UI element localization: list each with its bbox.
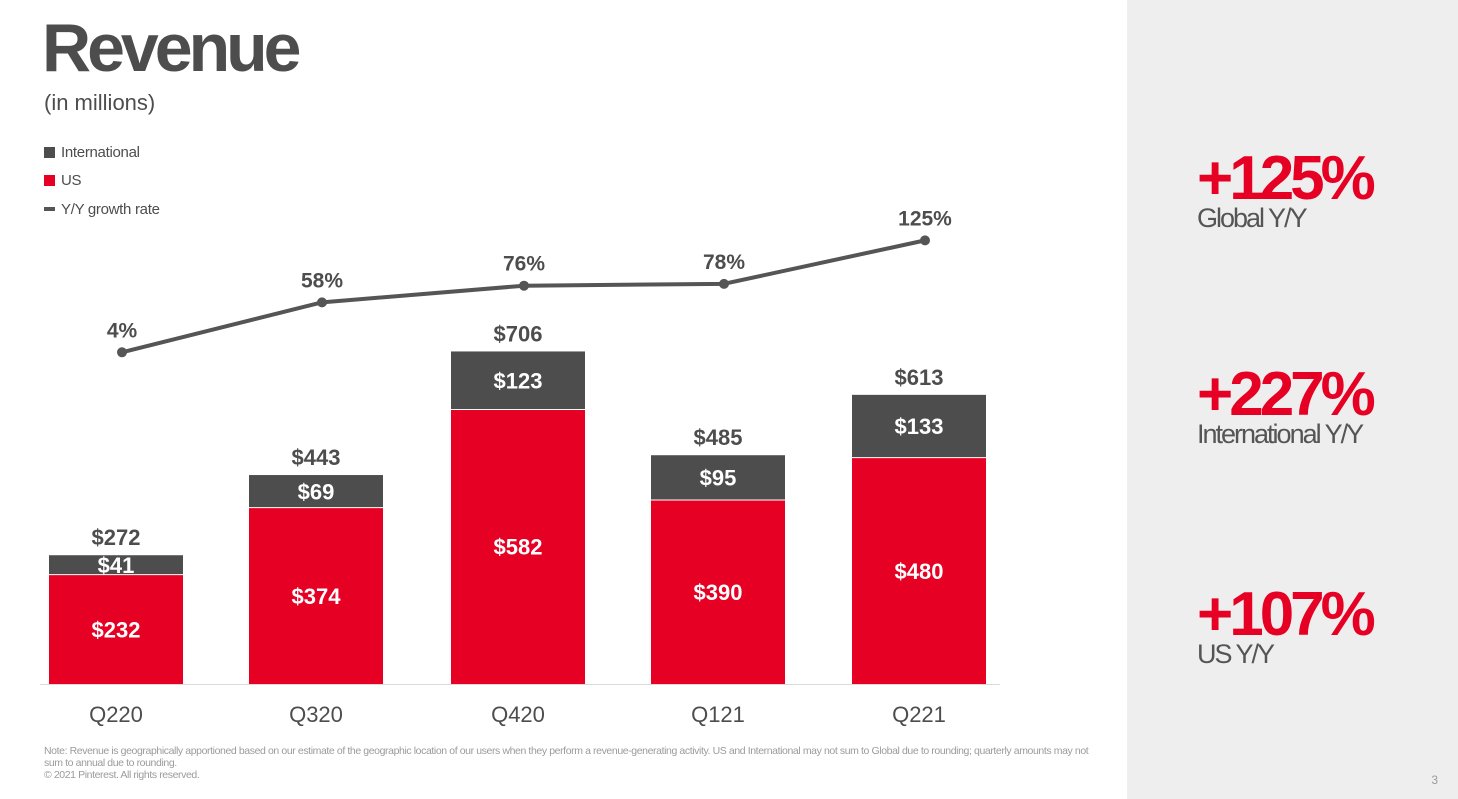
bar-international-Q221: [852, 394, 986, 458]
data-label-international-Q420: $123: [494, 368, 543, 393]
legend-label-international: International: [61, 143, 140, 161]
data-label-total-Q220: $272: [92, 525, 141, 550]
bar-us-Q320: [249, 507, 383, 684]
growth-label-Q221: 125%: [898, 207, 952, 230]
stat-us-label: US Y/Y: [1197, 639, 1275, 669]
stat-international-value: +227%: [1197, 360, 1376, 429]
stats-panel: +125% Global Y/Y +227% International Y/Y…: [1127, 0, 1458, 799]
bar-us-Q220: [49, 574, 183, 684]
growth-point-Q221: [920, 235, 930, 246]
data-label-international-Q220: $41: [98, 553, 135, 578]
stat-us-value: +107%: [1197, 580, 1376, 649]
x-tick-label-Q221: Q221: [892, 702, 946, 727]
data-label-total-Q121: $485: [694, 425, 743, 450]
growth-label-Q121: 78%: [703, 251, 745, 274]
bar-international-Q220: [49, 555, 183, 575]
stat-international-label: International Y/Y: [1197, 419, 1364, 449]
x-tick-label-Q220: Q220: [89, 702, 143, 727]
stat-international: +227% International Y/Y: [1197, 360, 1376, 449]
legend-label-growth: Y/Y growth rate: [61, 200, 160, 218]
data-label-total-Q420: $706: [494, 321, 543, 346]
legend-item-growth: Y/Y growth rate: [44, 195, 160, 224]
bar-international-Q121: [651, 455, 785, 501]
stat-global-value: +125%: [1197, 144, 1376, 213]
growth-label-Q420: 76%: [503, 253, 545, 276]
growth-point-Q420: [519, 280, 529, 291]
footnote-text: Note: Revenue is geographically apportio…: [44, 745, 1089, 769]
x-tick-label-Q121: Q121: [691, 702, 745, 727]
bar-us-Q221: [852, 457, 986, 684]
legend-swatch-growth: [44, 207, 55, 212]
bar-international-Q320: [249, 475, 383, 508]
page-subtitle: (in millions): [44, 90, 156, 115]
legend-swatch-us: [44, 175, 55, 187]
bar-us-Q420: [451, 409, 585, 684]
data-label-international-Q221: $133: [895, 414, 944, 439]
legend-swatch-international: [44, 146, 55, 158]
copyright-text: © 2021 Pinterest. All rights reserved.: [44, 769, 200, 781]
stat-global-label: Global Y/Y: [1197, 203, 1308, 233]
chart-legend: International US Y/Y growth rate: [44, 138, 160, 224]
data-label-us-Q420: $582: [494, 535, 543, 560]
growth-point-Q320: [317, 297, 327, 308]
growth-point-Q220: [117, 347, 127, 358]
footnote: Note: Revenue is geographically apportio…: [44, 745, 1104, 781]
data-label-international-Q320: $69: [298, 479, 335, 504]
data-label-us-Q220: $232: [92, 617, 141, 642]
growth-label-Q320: 58%: [301, 269, 343, 292]
x-tick-label-Q420: Q420: [491, 702, 545, 727]
legend-item-us: US: [44, 167, 160, 196]
stat-global: +125% Global Y/Y: [1197, 144, 1376, 233]
data-label-international-Q121: $95: [700, 466, 737, 491]
data-label-total-Q320: $443: [292, 445, 341, 470]
x-tick-label-Q320: Q320: [289, 702, 343, 727]
growth-point-Q121: [719, 278, 729, 289]
page-title: Revenue: [42, 10, 301, 86]
revenue-chart: $232 $41 $272 Q220 $374 $69 $443 Q320 $582 $123 $7…: [40, 207, 1000, 727]
legend-item-international: International: [44, 138, 160, 167]
page-number: 3: [1431, 773, 1438, 787]
stat-us: +107% US Y/Y: [1197, 580, 1376, 669]
legend-label-us: US: [61, 172, 82, 190]
data-label-total-Q221: $613: [895, 365, 944, 390]
data-label-us-Q320: $374: [292, 584, 342, 609]
bar-international-Q420: [451, 351, 585, 410]
growth-label-Q220: 4%: [107, 319, 138, 342]
data-label-us-Q221: $480: [895, 559, 944, 584]
data-label-us-Q121: $390: [694, 580, 743, 605]
bar-us-Q121: [651, 500, 785, 684]
